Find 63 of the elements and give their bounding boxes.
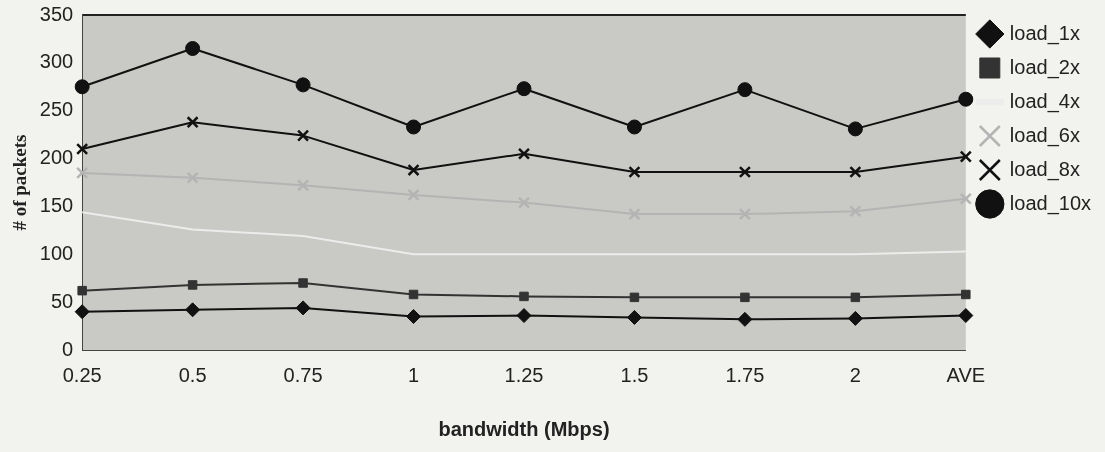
point xyxy=(628,165,641,179)
legend-label: load_2x xyxy=(1009,55,1080,79)
legend-label: load_10x xyxy=(1009,191,1092,215)
point xyxy=(75,166,89,180)
y-tick-label: 200 xyxy=(39,146,74,169)
point xyxy=(847,121,863,137)
point xyxy=(849,165,862,179)
x-tick-label: 1.75 xyxy=(725,363,765,386)
point xyxy=(296,129,310,142)
y-tick-label: 50 xyxy=(50,289,74,312)
point xyxy=(847,310,863,326)
x-tick-label: 1.25 xyxy=(504,363,544,386)
x-tick-label: 0.25 xyxy=(62,363,102,386)
y-tick-label: 0 xyxy=(62,337,74,360)
point xyxy=(738,165,752,179)
point xyxy=(186,116,199,129)
point xyxy=(959,192,973,205)
point xyxy=(959,150,973,163)
legend-label: load_6x xyxy=(1009,123,1080,147)
y-tick-label: 100 xyxy=(39,241,74,264)
x-tick-label: 1.5 xyxy=(620,363,649,386)
point xyxy=(519,291,529,302)
point xyxy=(737,311,753,327)
point xyxy=(517,147,531,160)
point xyxy=(737,82,753,98)
legend-label: load_4x xyxy=(1009,89,1080,113)
y-axis-title: # of packets xyxy=(9,134,31,231)
point xyxy=(961,289,971,300)
point xyxy=(74,304,90,320)
x-tick-label: 0.75 xyxy=(283,363,323,386)
point xyxy=(958,308,974,324)
x-axis-title: bandwidth (Mbps) xyxy=(438,417,610,440)
point xyxy=(740,292,750,303)
point xyxy=(75,142,89,156)
point xyxy=(187,280,198,290)
point xyxy=(77,285,87,296)
point xyxy=(406,119,422,135)
x-tick-label: AVE xyxy=(946,363,986,386)
x-tick-label: 1 xyxy=(407,363,420,386)
point xyxy=(185,41,201,56)
legend-label: load_8x xyxy=(1009,157,1080,181)
point xyxy=(850,292,861,303)
point xyxy=(407,163,420,177)
y-tick-label: 300 xyxy=(39,50,74,73)
point xyxy=(295,77,311,93)
point xyxy=(626,309,642,325)
x-tick-label: 2 xyxy=(849,363,861,386)
y-tick-label: 350 xyxy=(39,2,74,25)
point xyxy=(298,278,308,288)
point xyxy=(295,300,311,316)
point xyxy=(406,309,422,324)
x-tick-label: 0.5 xyxy=(178,363,207,386)
y-tick-label: 150 xyxy=(39,193,74,216)
point xyxy=(516,308,532,324)
legend-label: load_1x xyxy=(1009,21,1080,45)
point xyxy=(185,302,201,318)
point xyxy=(516,81,532,97)
point xyxy=(408,289,419,300)
point xyxy=(958,91,974,107)
point xyxy=(626,119,642,135)
point xyxy=(74,79,90,95)
y-tick-label: 250 xyxy=(39,98,74,121)
point xyxy=(629,292,640,303)
